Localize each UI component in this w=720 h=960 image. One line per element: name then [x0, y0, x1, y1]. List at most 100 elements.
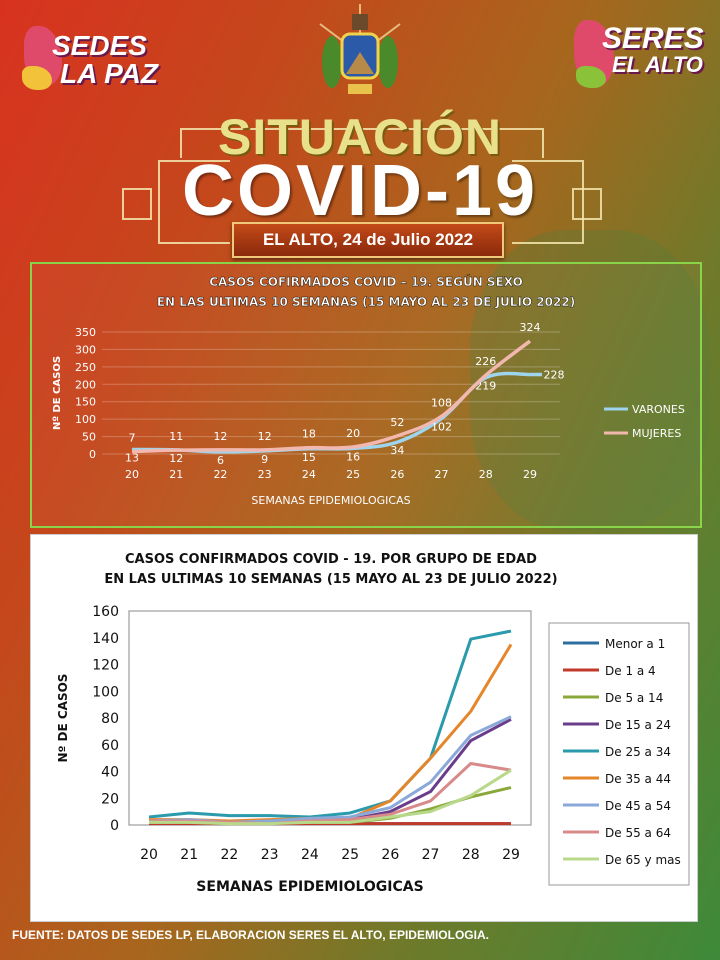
logo-left-line2: LA PAZ: [60, 58, 158, 89]
coat-of-arms-icon: [319, 4, 401, 94]
chart-sex-legend-label: VARONES: [632, 403, 685, 416]
seres-el-alto-logo: SERES EL ALTO: [572, 18, 712, 92]
chart-sex-series-line: [131, 371, 531, 454]
chart-age-xtick: 29: [502, 847, 520, 863]
chart-age-series-line: [148, 715, 512, 824]
title-square-left: [122, 188, 152, 220]
chart-sex-xtick: 20: [125, 468, 139, 481]
logo-right-line1: SERES: [602, 22, 704, 55]
chart-sex-ytick: 100: [75, 413, 96, 426]
chart-age-series-line: [149, 718, 512, 824]
chart-sex-data-label: 52: [390, 416, 404, 429]
map-silhouette: [470, 230, 710, 530]
chart-sex-xtick: 24: [302, 468, 316, 481]
chart-sex-data-label: 16: [346, 450, 360, 463]
chart-sex-xtick: 27: [435, 468, 449, 481]
chart-sex-xtick: 23: [258, 468, 272, 481]
chart-sex-data-label: 20: [346, 427, 360, 440]
chart-sex-data-label: 226: [475, 355, 496, 368]
chart-panel-age: CASOS CONFIRMADOS COVID - 19. POR GRUPO …: [30, 534, 698, 922]
chart-age-ytick: 0: [110, 818, 119, 834]
chart-sex-data-label: 228: [544, 369, 565, 382]
chart-age-legend-label: De 35 a 44: [605, 772, 671, 786]
chart-age-series-line: [148, 629, 512, 819]
chart-age-xtick: 23: [261, 847, 279, 863]
chart-sex-ytick: 350: [75, 326, 96, 339]
chart-sex-ytick: 200: [75, 378, 96, 391]
title-frame-left: [158, 160, 230, 244]
chart-age-xtick: 21: [180, 847, 198, 863]
chart-panel-sex: CASOS COFIRMADOS COVID – 19. SEGÚN SEXO E…: [30, 262, 702, 528]
chart-sex-ytick: 0: [89, 448, 96, 461]
chart-sex-legend-label: MUJERES: [632, 427, 681, 440]
chart-sex-data-label: 34: [390, 444, 404, 457]
chart-sex: CASOS COFIRMADOS COVID – 19. SEGÚN SEXO E…: [52, 274, 685, 507]
chart-sex-subtitle: EN LAS ULTIMAS 10 SEMANAS (15 MAYO AL 23…: [157, 295, 575, 309]
chart-age-series-line: [149, 768, 512, 826]
chart-age-legend-label: De 1 a 4: [605, 664, 656, 678]
logo-right-line2: EL ALTO: [612, 52, 703, 77]
chart-sex-xtick: 22: [213, 468, 227, 481]
chart-sex-xtick: 29: [523, 468, 537, 481]
chart-sex-xtick: 26: [390, 468, 404, 481]
logo-left-line1: SEDES: [52, 30, 147, 61]
sedes-la-paz-logo: SEDES LA PAZ: [20, 22, 160, 92]
chart-age-xlabel: SEMANAS EPIDEMIOLOGICAS: [196, 879, 423, 895]
title-square-right: [572, 188, 602, 220]
chart-sex-ytick: 50: [82, 431, 96, 444]
chart-age-series-line: [149, 643, 513, 823]
chart-sex-data-label: 219: [475, 380, 496, 393]
chart-age-ytick: 40: [101, 765, 119, 781]
chart-age-ytick: 160: [92, 604, 119, 620]
title-covid: COVID-19: [181, 151, 539, 231]
chart-age-legend-label: De 5 a 14: [605, 691, 663, 705]
chart-age-ytick: 80: [101, 711, 119, 727]
chart-sex-xtick: 21: [169, 468, 183, 481]
chart-sex-data-label: 108: [431, 396, 452, 409]
chart-age-legend-label: De 55 a 64: [605, 826, 671, 840]
chart-sex-data-label: 9: [261, 453, 268, 466]
chart-sex-data-label: 12: [169, 452, 183, 465]
chart-age-xtick: 20: [140, 847, 158, 863]
chart-sex-data-label: 11: [169, 430, 183, 443]
chart-sex-data-label: 7: [129, 432, 136, 445]
chart-sex-data-label: 15: [302, 451, 316, 464]
chart-sex-ylabel: Nº DE CASOS: [52, 356, 63, 430]
chart-sex-data-label: 324: [520, 321, 541, 334]
title-frame-right: [512, 160, 584, 244]
chart-sex-title: CASOS COFIRMADOS COVID – 19. SEGÚN SEXO: [209, 274, 523, 289]
chart-sex-data-label: 12: [213, 430, 227, 443]
chart-age-ylabel: Nº DE CASOS: [56, 674, 70, 763]
chart-sex-data-label: 6: [217, 454, 224, 467]
chart-age: CASOS CONFIRMADOS COVID - 19. POR GRUPO …: [56, 552, 690, 895]
chart-age-legend-label: De 15 a 24: [605, 718, 671, 732]
title-frame-top: [180, 128, 544, 158]
chart-sex-xtick: 28: [479, 468, 493, 481]
chart-age-xtick: 27: [422, 847, 440, 863]
chart-age-subtitle: EN LAS ULTIMAS 10 SEMANAS (15 MAYO AL 23…: [104, 572, 557, 587]
chart-sex-series-line: [131, 339, 532, 454]
chart-age-xtick: 26: [381, 847, 399, 863]
chart-sex-ytick: 300: [75, 343, 96, 356]
title-situacion: SITUACIÓN: [218, 109, 502, 165]
chart-sex-ytick: 150: [75, 396, 96, 409]
footer-source: FUENTE: DATOS DE SEDES LP, ELABORACION S…: [12, 928, 489, 942]
chart-age-legend-label: Menor a 1: [605, 637, 665, 651]
chart-age-legend-label: De 25 a 34: [605, 745, 671, 759]
chart-sex-xtick: 25: [346, 468, 360, 481]
chart-age-xtick: 28: [462, 847, 480, 863]
chart-age-xtick: 24: [301, 847, 319, 863]
chart-age-legend-box: [548, 622, 690, 886]
chart-sex-data-label: 12: [258, 430, 272, 443]
chart-age-title: CASOS CONFIRMADOS COVID - 19. POR GRUPO …: [125, 552, 537, 567]
chart-age-legend-label: De 65 y mas: [605, 853, 681, 867]
date-banner: EL ALTO, 24 de Julio 2022: [232, 222, 504, 258]
chart-age-xtick: 25: [341, 847, 359, 863]
chart-sex-data-label: 13: [125, 451, 139, 464]
chart-age-ytick: 120: [92, 658, 119, 674]
chart-age-legend-label: De 45 a 54: [605, 799, 671, 813]
chart-age-ytick: 100: [92, 684, 119, 700]
chart-sex-data-label: 18: [302, 428, 316, 441]
chart-sex-ytick: 250: [75, 361, 96, 374]
